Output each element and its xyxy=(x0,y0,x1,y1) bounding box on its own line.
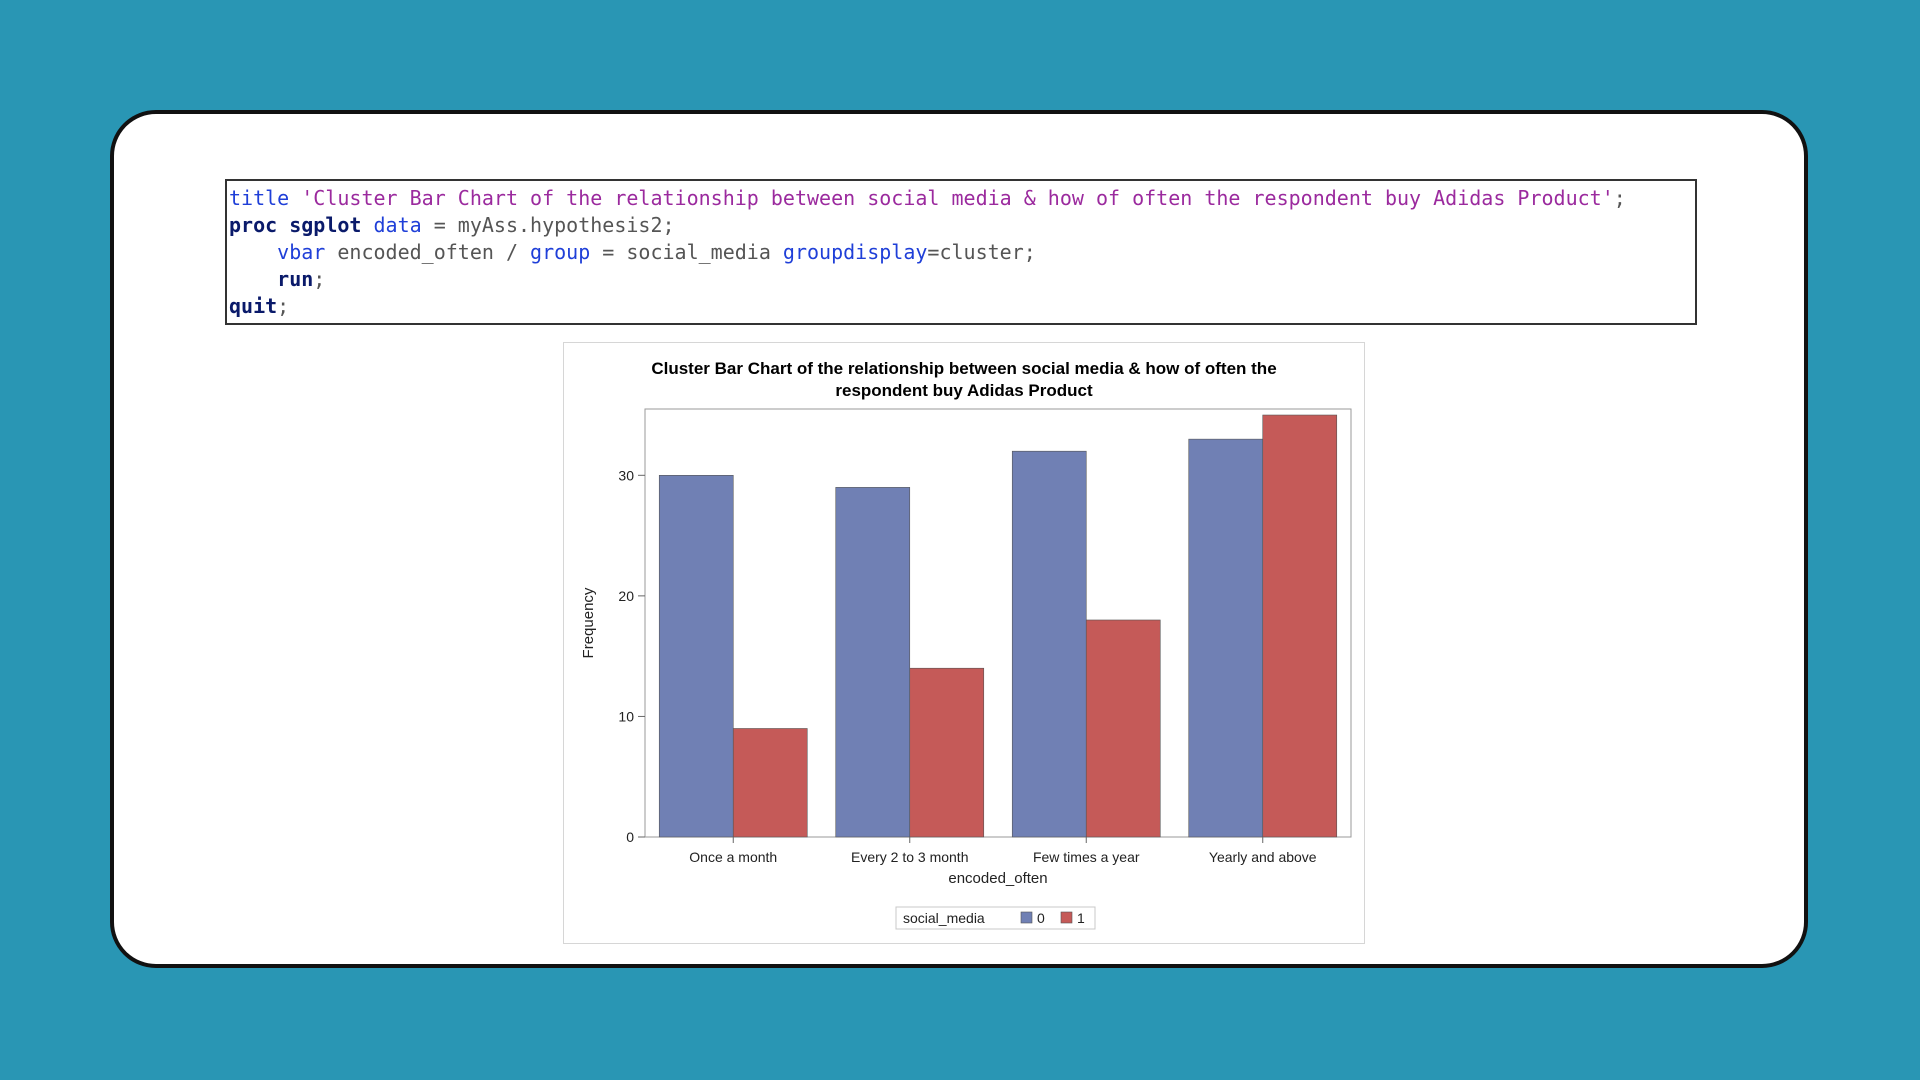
y-tick-label: 20 xyxy=(618,588,634,604)
plot-area xyxy=(644,408,1352,838)
x-axis: Once a month Every 2 to 3 month Few times … xyxy=(689,837,1317,865)
x-tick-label: Yearly and above xyxy=(1209,849,1317,865)
bar-3-series-0 xyxy=(1188,438,1264,838)
y-tick-label: 10 xyxy=(618,708,634,724)
code-text: = myAss.hypothesis2; xyxy=(421,213,675,237)
code-line-1: title 'Cluster Bar Chart of the relation… xyxy=(229,185,1695,212)
code-text: encoded_often / xyxy=(325,240,531,264)
code-line-2: proc sgplot data = myAss.hypothesis2; xyxy=(229,212,1695,239)
code-indent xyxy=(229,240,277,264)
x-tick-label: Once a month xyxy=(689,849,777,865)
chart-title-line-2: respondent buy Adidas Product xyxy=(835,381,1093,400)
code-keyword: data xyxy=(373,213,422,237)
code-keyword: title xyxy=(229,186,290,210)
y-tick-label: 0 xyxy=(626,829,634,845)
code-keyword: proc sgplot xyxy=(229,213,362,237)
sas-code-block[interactable]: title 'Cluster Bar Chart of the relation… xyxy=(225,179,1697,325)
bar-3-series-1 xyxy=(1262,414,1338,838)
legend-title: social_media xyxy=(903,910,985,926)
legend-swatch-1 xyxy=(1060,911,1073,924)
bar-2-series-1 xyxy=(1085,619,1161,838)
legend: social_media 0 1 xyxy=(895,906,1096,930)
x-axis-label: encoded_often xyxy=(948,870,1047,887)
legend-label-1: 1 xyxy=(1077,910,1085,926)
code-keyword: group xyxy=(530,240,591,264)
bar-0-series-1 xyxy=(732,728,808,838)
x-tick-label: Every 2 to 3 month xyxy=(851,849,969,865)
code-text: =cluster; xyxy=(927,240,1036,264)
y-axis: 0 10 20 30 xyxy=(618,467,645,845)
bar-1-series-1 xyxy=(909,667,985,838)
y-tick-label: 30 xyxy=(618,467,634,483)
code-keyword: quit xyxy=(229,294,278,318)
code-text: = social_media xyxy=(590,240,783,264)
code-indent xyxy=(229,267,277,291)
code-keyword: groupdisplay xyxy=(782,240,928,264)
code-text: ; xyxy=(277,294,290,318)
code-line-3: vbar encoded_often / group = social_medi… xyxy=(229,239,1695,266)
bar-0-series-0 xyxy=(658,475,734,838)
bar-1-series-0 xyxy=(835,487,911,838)
x-tick-label: Few times a year xyxy=(1033,849,1140,865)
cluster-bar-chart: Cluster Bar Chart of the relationship be… xyxy=(580,359,1352,930)
y-axis-label: Frequency xyxy=(580,587,597,658)
chart-frame: Cluster Bar Chart of the relationship be… xyxy=(563,342,1365,944)
chart-title-line-1: Cluster Bar Chart of the relationship be… xyxy=(651,359,1276,378)
bars-group xyxy=(658,414,1338,838)
code-keyword: vbar xyxy=(277,240,326,264)
code-string: 'Cluster Bar Chart of the relationship b… xyxy=(301,186,1614,210)
bar-2-series-0 xyxy=(1011,450,1087,838)
code-line-5: quit; xyxy=(229,293,1695,320)
legend-box xyxy=(895,906,1096,930)
legend-swatch-0 xyxy=(1020,911,1033,924)
code-text: ; xyxy=(313,267,326,291)
code-text: ; xyxy=(1613,186,1626,210)
code-line-4: run; xyxy=(229,266,1695,293)
code-keyword: run xyxy=(277,267,314,291)
legend-label-0: 0 xyxy=(1037,910,1045,926)
